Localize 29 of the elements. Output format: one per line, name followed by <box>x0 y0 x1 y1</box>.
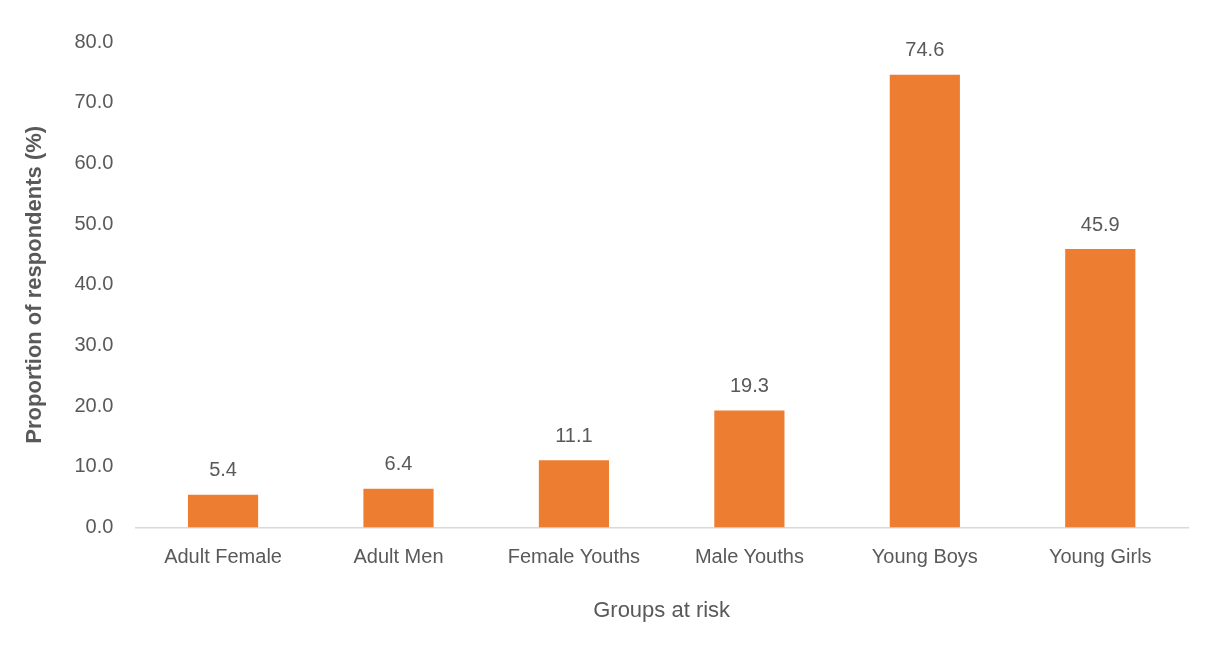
bar <box>538 460 610 528</box>
bar <box>1065 248 1136 528</box>
x-tick-label: Adult Female <box>164 545 282 568</box>
x-tick-label: Adult Men <box>353 545 444 568</box>
y-tick-label: 60.0 <box>74 150 114 173</box>
y-tick-label: 0.0 <box>85 515 114 538</box>
bar <box>363 488 434 528</box>
y-tick-label: 80.0 <box>74 29 114 52</box>
data-label: 19.3 <box>729 373 769 396</box>
data-label: 45.9 <box>1080 212 1120 235</box>
y-tick-label: 70.0 <box>74 90 114 113</box>
data-label: 5.4 <box>209 458 237 481</box>
y-tick-label: 50.0 <box>74 211 114 234</box>
x-tick-label: Young Boys <box>871 545 978 568</box>
x-tick-label: Young Girls <box>1048 545 1152 568</box>
x-axis-title: Groups at risk <box>593 596 732 622</box>
y-tick-label: 30.0 <box>74 333 114 356</box>
x-tick-label: Male Youths <box>694 545 804 568</box>
bar <box>889 74 960 528</box>
bar <box>187 494 259 528</box>
bar <box>714 410 785 528</box>
y-tick-label: 20.0 <box>74 393 114 416</box>
y-tick-label: 40.0 <box>74 272 114 295</box>
x-tick-label: Female Youths <box>507 545 641 568</box>
data-label: 74.6 <box>905 38 945 61</box>
y-axis-title: Proportion of respondents (%) <box>21 125 47 444</box>
data-label: 6.4 <box>384 452 413 475</box>
y-tick-label: 10.0 <box>74 454 114 477</box>
data-label: 11.1 <box>555 423 593 446</box>
